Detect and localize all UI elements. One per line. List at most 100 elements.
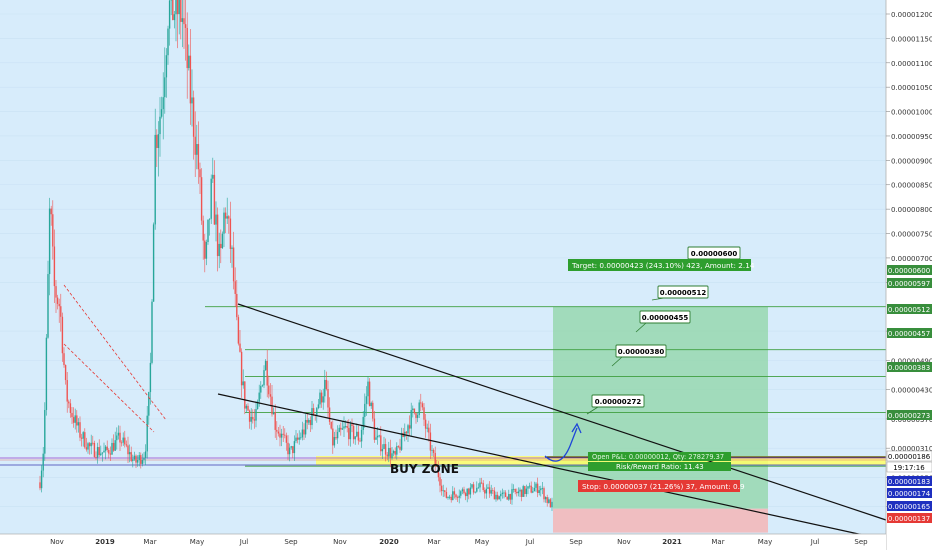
candle-body <box>280 433 283 438</box>
candle-body <box>508 494 510 500</box>
candle-body <box>160 109 163 117</box>
candle-body <box>138 455 140 460</box>
candle-body <box>336 431 339 439</box>
candle-body <box>359 440 361 442</box>
candle-body <box>476 487 478 492</box>
candle-body <box>287 442 289 455</box>
loss-zone <box>553 508 768 533</box>
candle-body <box>477 487 480 489</box>
candle-body <box>364 403 366 417</box>
y-tick-label: 0.00000490 <box>891 357 932 365</box>
candle-body <box>231 247 233 249</box>
candle-body <box>279 433 281 438</box>
candle-body <box>468 488 470 495</box>
candle-body <box>66 380 68 402</box>
ratio-label-bg <box>588 462 731 471</box>
candle-body <box>154 134 156 225</box>
candle-body <box>183 18 185 25</box>
candle-body <box>116 435 118 441</box>
candle-body <box>60 306 62 317</box>
candle-body <box>396 446 398 455</box>
candle-body <box>349 424 352 440</box>
callout-label: 0.00000272 <box>595 398 642 406</box>
candle-body <box>261 385 264 387</box>
candle-body <box>128 452 131 455</box>
candle-body <box>384 444 387 455</box>
candle-body <box>212 174 214 179</box>
candle-body <box>447 496 449 498</box>
candle-body <box>484 490 486 494</box>
x-tick-label: Nov <box>617 538 631 546</box>
candle-body <box>464 493 467 497</box>
candle-body <box>372 402 374 419</box>
candle-body <box>303 429 305 435</box>
candle-body <box>420 402 422 404</box>
x-tick-label: May <box>190 538 204 546</box>
candle-body <box>104 446 107 451</box>
candle-body <box>516 491 518 494</box>
candle-body <box>319 392 321 405</box>
candle-body <box>132 459 134 461</box>
candle-body <box>311 408 313 426</box>
candle-body <box>274 412 276 430</box>
candle-body <box>74 415 76 423</box>
candle-body <box>544 497 547 500</box>
candle-body <box>47 274 49 338</box>
callout-box <box>591 394 645 408</box>
candle-body <box>184 24 187 28</box>
candle-body <box>541 488 544 489</box>
candle-body <box>255 409 257 421</box>
candle-body <box>504 492 507 497</box>
callout-label: 0.00000455 <box>642 314 689 322</box>
candle-body <box>408 425 411 429</box>
candle-body <box>250 416 252 422</box>
candle-body <box>356 431 358 437</box>
y-tick-label: 0.00001000 <box>891 109 932 117</box>
axis-badge <box>887 476 932 486</box>
candle-body <box>285 435 288 443</box>
candle-body <box>258 392 260 402</box>
y-tick-label: 0.00000800 <box>891 206 932 214</box>
candle-body <box>536 483 539 494</box>
candle-body <box>549 499 552 508</box>
candle-body <box>304 419 307 435</box>
candle-body <box>538 490 540 494</box>
candle-body <box>298 437 300 440</box>
candle-body <box>460 491 462 496</box>
candle-body <box>381 449 384 452</box>
candle-body <box>436 464 438 467</box>
candle-body <box>64 365 67 381</box>
candle-body <box>512 488 515 490</box>
candle-body <box>266 360 268 386</box>
axis-badge-label: 0.00000186 <box>888 453 931 461</box>
candle-body <box>551 501 553 508</box>
candle-body <box>333 437 336 446</box>
candle-body <box>354 436 356 440</box>
candle-body <box>376 435 379 438</box>
y-tick-label: 0.00001100 <box>891 60 932 68</box>
candle-body <box>72 417 75 423</box>
candle-body <box>56 297 59 304</box>
candle-body <box>92 442 94 444</box>
candle-body <box>200 177 203 221</box>
candle-body <box>191 97 193 104</box>
candle-body <box>388 447 390 457</box>
candle-body <box>151 301 153 363</box>
candle-body <box>530 485 532 493</box>
candle-body <box>378 435 380 437</box>
candle-body <box>125 444 128 446</box>
candle-body <box>450 496 452 501</box>
candle-body <box>407 425 409 434</box>
candle-body <box>428 427 430 433</box>
candle-body <box>119 432 121 443</box>
y-tick-label: 0.00001150 <box>891 35 932 43</box>
candle-body <box>232 247 235 282</box>
axis-badge <box>887 362 932 372</box>
buy-zone-label: BUY ZONE <box>390 462 459 476</box>
x-tick-label: 2020 <box>379 538 399 546</box>
axis-badge <box>886 461 932 473</box>
candle-body <box>399 446 401 450</box>
candle-body <box>63 353 65 366</box>
